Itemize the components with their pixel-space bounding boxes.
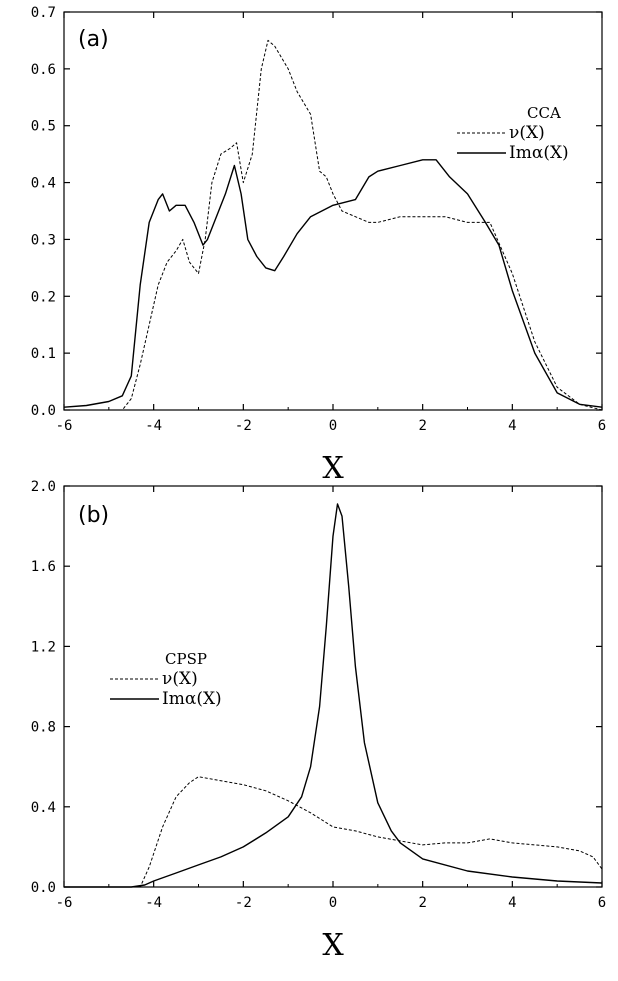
y-tick-label: 1.6: [31, 559, 56, 575]
y-tick-label: 0.0: [31, 880, 56, 896]
y-tick-label: 0.2: [31, 289, 56, 305]
series-line-nu: [64, 39, 603, 411]
legend-entry: Imα(X): [509, 143, 569, 163]
x-tick-label: 0: [329, 418, 337, 434]
y-tick-label: 0.4: [31, 800, 56, 816]
x-tick-label: 2: [418, 418, 426, 434]
x-tick-label: -4: [145, 895, 162, 911]
legend-entry: ν(X): [509, 123, 545, 143]
x-tick-label: 6: [598, 418, 606, 434]
panel-label: (b): [78, 503, 109, 528]
y-tick-label: 0.6: [31, 62, 56, 78]
y-tick-label: 0.7: [31, 5, 56, 21]
series-line-im-alpha: [63, 159, 603, 408]
y-tick-label: 0.0: [31, 403, 56, 419]
x-tick-label: 4: [508, 418, 516, 434]
y-tick-label: 0.3: [31, 232, 56, 248]
x-tick-label: 6: [598, 895, 606, 911]
x-tick-label: -6: [56, 895, 73, 911]
x-tick-label: 0: [329, 895, 337, 911]
y-tick-label: 0.1: [31, 346, 56, 362]
y-tick-label: 1.2: [31, 639, 56, 655]
x-tick-label: -4: [145, 418, 162, 434]
x-tick-label: 2: [418, 895, 426, 911]
series-line-nu: [64, 776, 603, 888]
x-tick-label: -2: [235, 418, 252, 434]
legend-entry: Imα(X): [162, 689, 222, 709]
chart-panel-b: -6 -4 -2 0 2 4 6 0.0 0.4 0.8 1.2 1.6 2.0 X (b) CPSPν(X)…: [31, 479, 607, 963]
panel-label: (a): [78, 27, 109, 52]
series-line-im-alpha: [64, 503, 603, 888]
plot-frame: [63, 11, 603, 411]
x-axis-title: X: [322, 928, 344, 963]
x-axis-title: X: [322, 451, 344, 486]
y-tick-label: 2.0: [31, 479, 56, 495]
chart-panel-a: -6 -4 -2 0 2 4 6 0.0 0.1 0.2 0.3 0.4 0.5 0.6 0.7 X (a) CC…: [31, 5, 607, 486]
x-tick-label: -6: [56, 418, 73, 434]
legend-title: CPSP: [165, 650, 207, 668]
y-tick-label: 0.5: [31, 119, 56, 135]
plot-frame: [63, 485, 603, 888]
x-tick-label: -2: [235, 895, 252, 911]
legend-title: CCA: [527, 104, 561, 122]
x-tick-label: 4: [508, 895, 516, 911]
legend-entry: ν(X): [162, 669, 198, 689]
y-tick-label: 0.8: [31, 720, 56, 736]
y-tick-label: 0.4: [31, 176, 56, 192]
